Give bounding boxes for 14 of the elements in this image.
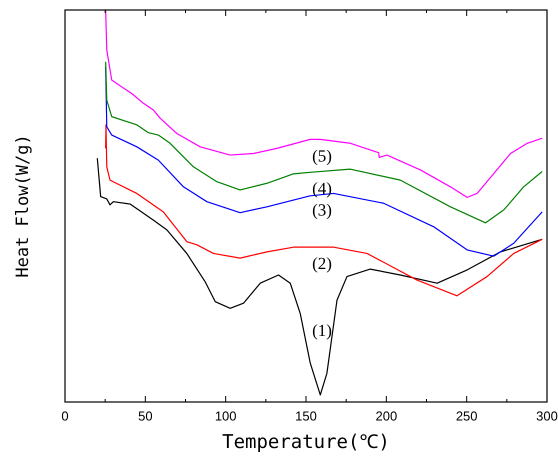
series-label: (1) bbox=[312, 320, 332, 340]
series-label: (3) bbox=[312, 200, 332, 220]
x-tick-label: 0 bbox=[61, 408, 69, 424]
x-axis-title: Temperature(℃) bbox=[222, 431, 390, 453]
x-tick-label: 100 bbox=[214, 408, 237, 424]
x-tick-label: 50 bbox=[138, 408, 153, 424]
series-label: (2) bbox=[312, 254, 332, 274]
x-tick-label: 300 bbox=[536, 408, 558, 424]
x-tick-label: 150 bbox=[295, 408, 317, 424]
series-label: (4) bbox=[312, 179, 332, 198]
x-tick-label: 200 bbox=[375, 408, 398, 424]
y-axis-title: Heat Flow(W/g) bbox=[13, 134, 33, 278]
x-tick-label: 250 bbox=[456, 408, 478, 424]
series-label: (5) bbox=[312, 146, 332, 166]
